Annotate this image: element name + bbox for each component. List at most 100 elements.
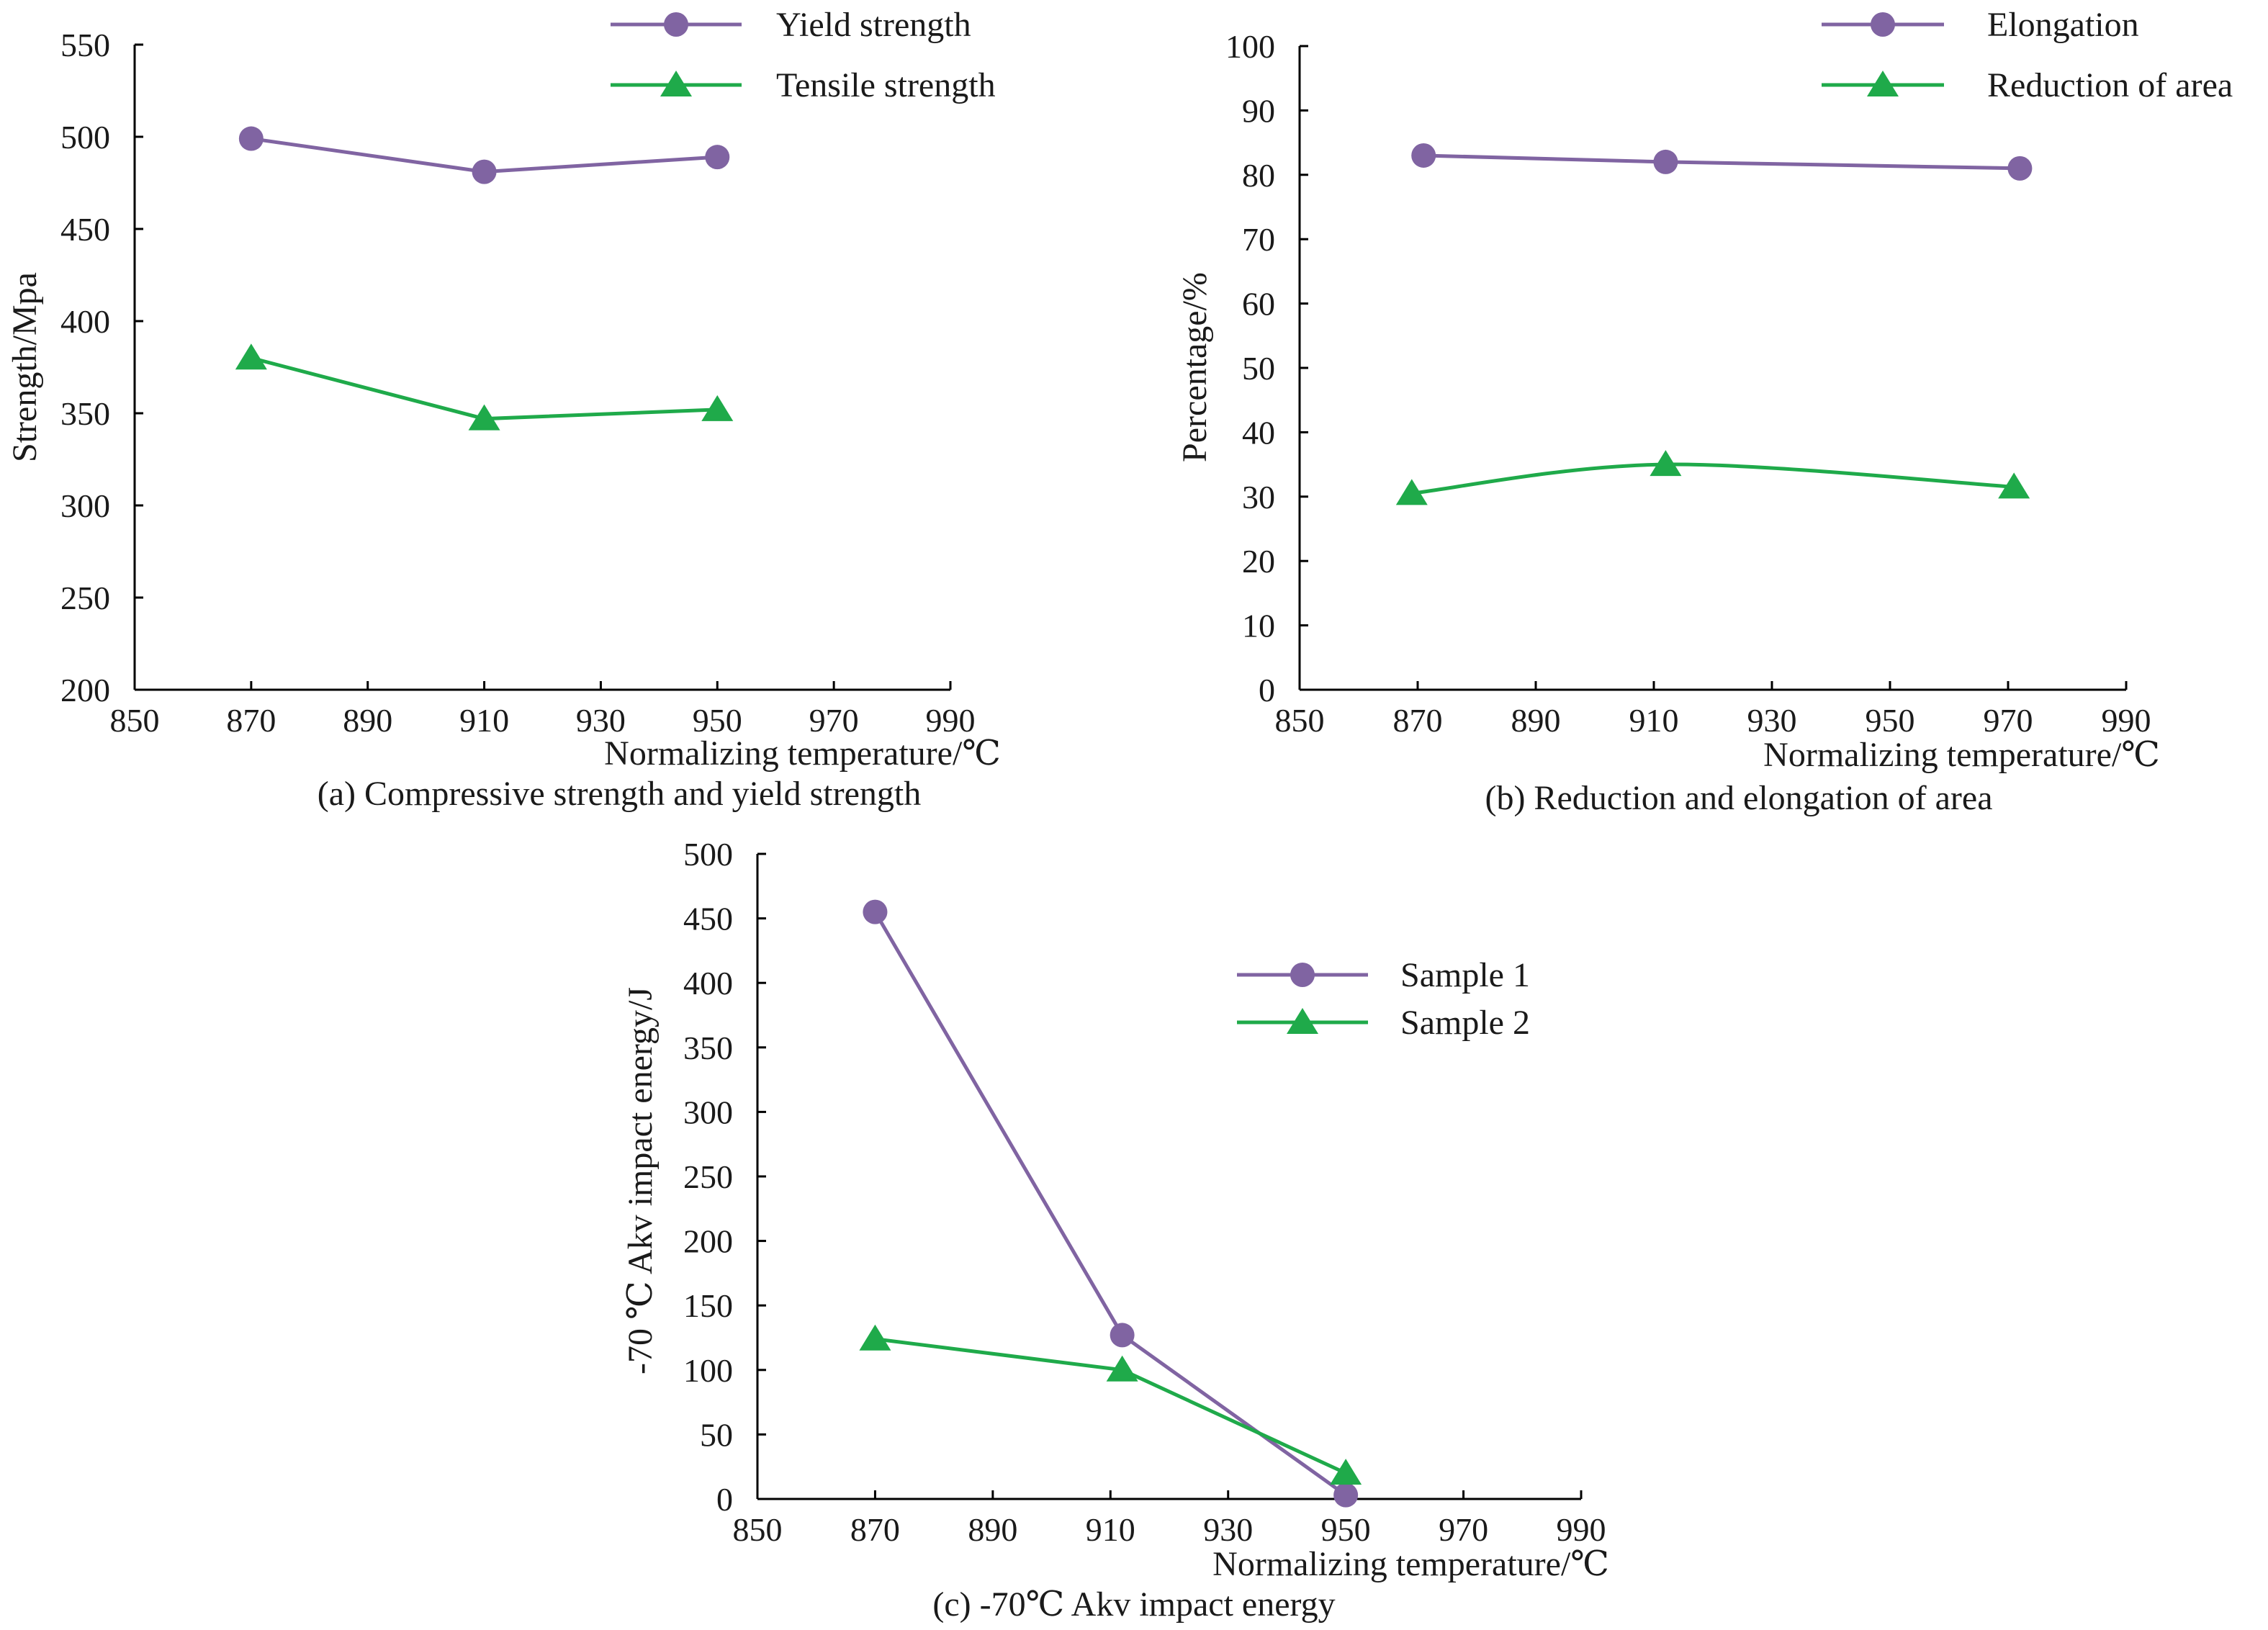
y-tick-label: 60 (1242, 286, 1275, 323)
x-tick-label: 930 (1747, 702, 1797, 739)
x-axis-title: Normalizing temperature/℃ (1212, 1545, 1609, 1583)
series-2 (235, 343, 734, 431)
y-tick-label: 50 (1242, 350, 1275, 387)
series-2 (1395, 450, 2030, 505)
data-point (468, 404, 500, 431)
series-line (873, 911, 1347, 1497)
data-point (2007, 156, 2033, 181)
x-tick-label: 970 (1439, 1511, 1488, 1548)
x-tick-label: 950 (1866, 702, 1915, 739)
data-point (859, 1324, 891, 1351)
data-point (472, 159, 497, 184)
y-tick-label: 80 (1242, 157, 1275, 194)
series-line (875, 1337, 1347, 1475)
x-axis-title: Normalizing temperature/℃ (1763, 736, 2160, 774)
legend-marker (1867, 71, 1899, 96)
data-point (1411, 143, 1436, 168)
y-tick-label: 200 (60, 672, 110, 708)
y-tick-label: 150 (683, 1287, 733, 1324)
y-tick-label: 450 (683, 901, 733, 937)
x-tick-label: 890 (968, 1511, 1017, 1548)
y-tick-label: 10 (1242, 608, 1275, 644)
series-line (1411, 462, 2015, 495)
y-tick-label: 90 (1242, 92, 1275, 129)
data-point (1110, 1323, 1135, 1348)
y-tick-label: 100 (1225, 28, 1275, 65)
legend-label: Sample 1 (1400, 956, 1530, 994)
data-point (1998, 472, 2030, 499)
x-tick-label: 890 (343, 702, 392, 739)
chart-c: 0 50 100 150 200 250 300 350 400 450 500 850 870 890 9… (621, 836, 1609, 1624)
y-axis-title: Percentage/% (1176, 272, 1214, 462)
y-tick-label: 450 (60, 211, 110, 248)
series-2 (859, 1324, 1362, 1485)
x-tick-label: 950 (693, 702, 742, 739)
x-tick-label: 950 (1321, 1511, 1371, 1548)
data-point (1395, 479, 1428, 505)
y-axis-title: -70 ℃ Akv impact energy/J (621, 987, 660, 1374)
series-1 (238, 126, 730, 184)
data-point (1653, 149, 1678, 174)
y-tick-label: 200 (683, 1223, 733, 1260)
series-line (1423, 153, 2020, 171)
legend-marker (1871, 12, 1895, 37)
legend-label: Reduction of area (1987, 66, 2233, 104)
x-tick-label: 870 (850, 1511, 900, 1548)
legend-entry: Tensile strength (611, 66, 996, 104)
legend-entry: Elongation (1822, 6, 2139, 44)
data-point (863, 899, 888, 924)
x-tick-label: 930 (576, 702, 626, 739)
x-tick-label: 990 (926, 702, 976, 739)
data-point (235, 343, 267, 370)
data-point (1106, 1355, 1138, 1382)
x-tick-label: 870 (1393, 702, 1443, 739)
x-axis-title: Normalizing temperature/℃ (604, 734, 1001, 773)
x-tick-label: 850 (1275, 702, 1325, 739)
chart-caption: (a) Compressive strength and yield stren… (318, 775, 921, 813)
x-tick-label: 970 (809, 702, 859, 739)
y-tick-label: 70 (1242, 221, 1275, 258)
y-tick-label: 0 (716, 1481, 733, 1518)
y-tick-label: 350 (60, 395, 110, 432)
x-tick-label: 850 (733, 1511, 783, 1548)
data-point (238, 126, 264, 151)
legend-label: Elongation (1987, 6, 2139, 44)
chart-a: 200 250 300 350 400 450 500 550 850 870 890 910 930 9… (6, 6, 1001, 813)
x-tick-label: 870 (226, 702, 276, 739)
x-tick-label: 990 (1557, 1511, 1606, 1548)
x-tick-label: 910 (459, 702, 509, 739)
y-tick-label: 300 (683, 1094, 733, 1130)
series-1 (863, 899, 1359, 1508)
x-tick-label: 910 (1086, 1511, 1135, 1548)
x-tick-label: 970 (1984, 702, 2033, 739)
chart-b: 0 10 20 30 40 50 60 70 80 90 100 850 870 890 910 930 950… (1176, 6, 2233, 817)
x-tick-label: 990 (2102, 702, 2151, 739)
legend-entry: Sample 1 (1237, 956, 1530, 994)
legend-marker (660, 71, 692, 96)
y-tick-label: 500 (60, 119, 110, 156)
legend-marker (1290, 963, 1315, 987)
legend-entry: Reduction of area (1822, 66, 2233, 104)
legend-marker (1287, 1008, 1318, 1034)
data-point (701, 395, 734, 421)
legend-label: Sample 2 (1400, 1004, 1530, 1042)
x-tick-label: 890 (1511, 702, 1561, 739)
y-tick-label: 250 (60, 580, 110, 616)
y-tick-label: 20 (1242, 543, 1275, 580)
y-tick-label: 550 (60, 27, 110, 63)
legend-entry: Yield strength (611, 6, 971, 44)
legend-marker (664, 12, 688, 37)
y-tick-label: 40 (1242, 414, 1275, 451)
y-tick-label: 400 (60, 303, 110, 340)
chart-caption: (c) -70℃ Akv impact energy (932, 1585, 1335, 1624)
data-point (1330, 1459, 1362, 1485)
x-tick-label: 910 (1629, 702, 1679, 739)
legend-label: Yield strength (776, 6, 971, 44)
y-tick-label: 500 (683, 836, 733, 873)
y-tick-label: 400 (683, 965, 733, 1001)
legend-label: Tensile strength (776, 66, 996, 104)
y-tick-label: 250 (683, 1158, 733, 1195)
data-point (1650, 450, 1682, 477)
y-tick-label: 30 (1242, 479, 1275, 515)
